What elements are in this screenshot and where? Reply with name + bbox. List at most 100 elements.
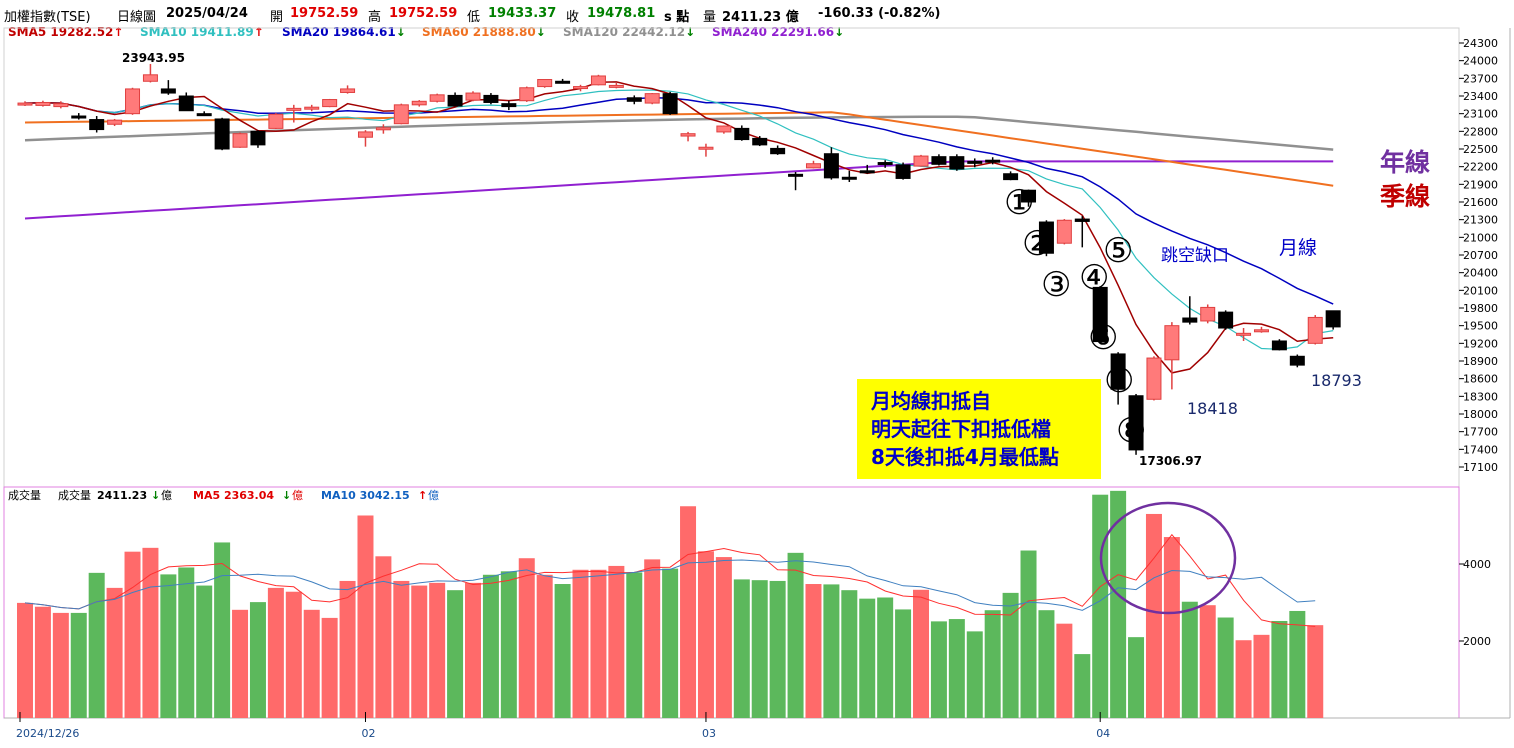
candle-body bbox=[1021, 189, 1037, 203]
circle-number-5: ⑤ bbox=[1103, 231, 1133, 271]
candle-body bbox=[1110, 353, 1126, 390]
candle-body bbox=[304, 106, 320, 110]
season-line-label: 季線 bbox=[1380, 182, 1430, 211]
price-tick-label: 18300 bbox=[1463, 390, 1498, 403]
candle-body bbox=[1128, 395, 1144, 451]
volume-bar bbox=[751, 580, 768, 718]
volume-bar bbox=[1038, 610, 1055, 718]
candle-body bbox=[1236, 332, 1252, 336]
volume-ma5-arrow: ↓ bbox=[282, 489, 291, 502]
volume-bar bbox=[930, 621, 947, 718]
volume-ma5-line bbox=[24, 533, 1316, 627]
close-label: 收 bbox=[566, 10, 580, 25]
volume-bar bbox=[1217, 617, 1234, 718]
candle-body bbox=[752, 137, 768, 146]
price-tick-label: 17400 bbox=[1463, 443, 1498, 456]
volume-bar bbox=[805, 584, 822, 718]
volume-ma5-unit: 億 bbox=[292, 489, 303, 502]
time-tick-label: 2024/12/26 bbox=[16, 727, 79, 740]
candle-body bbox=[483, 94, 499, 103]
candle-body bbox=[322, 99, 338, 108]
volume-bar bbox=[572, 569, 589, 718]
candle-body bbox=[393, 104, 409, 125]
volume-bar bbox=[1199, 605, 1216, 718]
ma-legend-arrow: ↓ bbox=[834, 25, 845, 39]
sma240-line bbox=[24, 160, 1334, 220]
volume-bar bbox=[1271, 620, 1288, 718]
candle-body bbox=[519, 87, 535, 102]
open-value: 19752.59 bbox=[290, 6, 359, 21]
candle-body bbox=[465, 92, 481, 101]
volume-highlight-circle bbox=[1099, 501, 1237, 615]
volume-ma5-label: MA5 2363.04 bbox=[193, 489, 274, 502]
candle-body bbox=[590, 75, 606, 86]
volume-bar bbox=[608, 565, 625, 718]
candle-body bbox=[1146, 357, 1162, 400]
volume-bar bbox=[393, 580, 410, 718]
volume-value: 2411.23 億 bbox=[722, 10, 799, 25]
volume-bar bbox=[715, 557, 732, 718]
volume-bar bbox=[733, 579, 750, 718]
candle-body bbox=[1307, 316, 1323, 344]
volume-bar bbox=[984, 610, 1001, 718]
candle-body bbox=[608, 84, 624, 88]
price-tick-label: 21900 bbox=[1463, 178, 1498, 191]
volume-ma10-arrow: ↑ bbox=[418, 489, 427, 502]
high-value: 19752.59 bbox=[389, 6, 458, 21]
price-tick-label: 18900 bbox=[1463, 355, 1498, 368]
volume-bar bbox=[626, 572, 643, 718]
candle-body bbox=[770, 147, 786, 155]
time-tick-label: 03 bbox=[702, 727, 716, 740]
candle-body bbox=[949, 156, 965, 170]
candle-body bbox=[1164, 325, 1180, 361]
time-tick-label: 04 bbox=[1096, 727, 1110, 740]
period-label[interactable]: 日線圖 bbox=[117, 10, 157, 25]
volume-tick-label: 2000 bbox=[1463, 635, 1491, 648]
volume-bar bbox=[697, 551, 714, 718]
ma-legend-arrow: ↑ bbox=[113, 25, 124, 39]
volume-tick-label: 4000 bbox=[1463, 558, 1491, 571]
candle-body bbox=[17, 102, 33, 106]
ma-legend-arrow: ↓ bbox=[685, 25, 696, 39]
volume-bar bbox=[1235, 640, 1252, 718]
note-line-1: 月均線扣抵自 bbox=[871, 389, 991, 413]
candle-body bbox=[340, 88, 356, 93]
candle-body bbox=[1092, 286, 1108, 343]
candle-body bbox=[268, 113, 284, 129]
ma-legend-arrow: ↓ bbox=[395, 25, 406, 39]
volume-bar bbox=[124, 551, 141, 718]
price-tick-label: 23100 bbox=[1463, 108, 1498, 121]
open-label: 開 bbox=[270, 10, 284, 25]
volume-bar bbox=[357, 515, 374, 718]
candle-body bbox=[555, 80, 571, 84]
candle-body bbox=[985, 159, 1001, 163]
rebound-low-label: 18418 bbox=[1187, 399, 1238, 418]
circle-number-8: ⑧ bbox=[1116, 411, 1146, 451]
volume-bar bbox=[17, 602, 33, 718]
volume-bar bbox=[1128, 637, 1145, 718]
candle-body bbox=[1325, 310, 1341, 328]
candle-body bbox=[429, 94, 445, 102]
candle-body bbox=[411, 100, 427, 106]
candle-body bbox=[644, 93, 660, 104]
candle-body bbox=[214, 118, 230, 150]
change-value: -160.33 (-0.82%) bbox=[818, 6, 941, 21]
volume-label: 量 bbox=[703, 10, 717, 25]
candle-body bbox=[89, 119, 105, 131]
circle-number-3: ③ bbox=[1041, 265, 1071, 305]
sma5-line bbox=[24, 81, 1334, 374]
gap-label: 跳空缺口 bbox=[1161, 246, 1229, 266]
price-tick-label: 24300 bbox=[1463, 37, 1498, 50]
candle-body bbox=[716, 125, 732, 133]
candle-body bbox=[877, 162, 893, 166]
candle-body bbox=[931, 156, 947, 165]
volume-ma10-label: MA10 3042.15 bbox=[321, 489, 410, 502]
volume-bar bbox=[249, 602, 266, 718]
candle-body bbox=[160, 88, 176, 94]
high-point-label: 23943.95 bbox=[122, 51, 185, 65]
candle-body bbox=[626, 97, 642, 102]
candle-body bbox=[841, 176, 857, 180]
candle-body bbox=[142, 74, 158, 82]
price-tick-label: 18000 bbox=[1463, 408, 1498, 421]
